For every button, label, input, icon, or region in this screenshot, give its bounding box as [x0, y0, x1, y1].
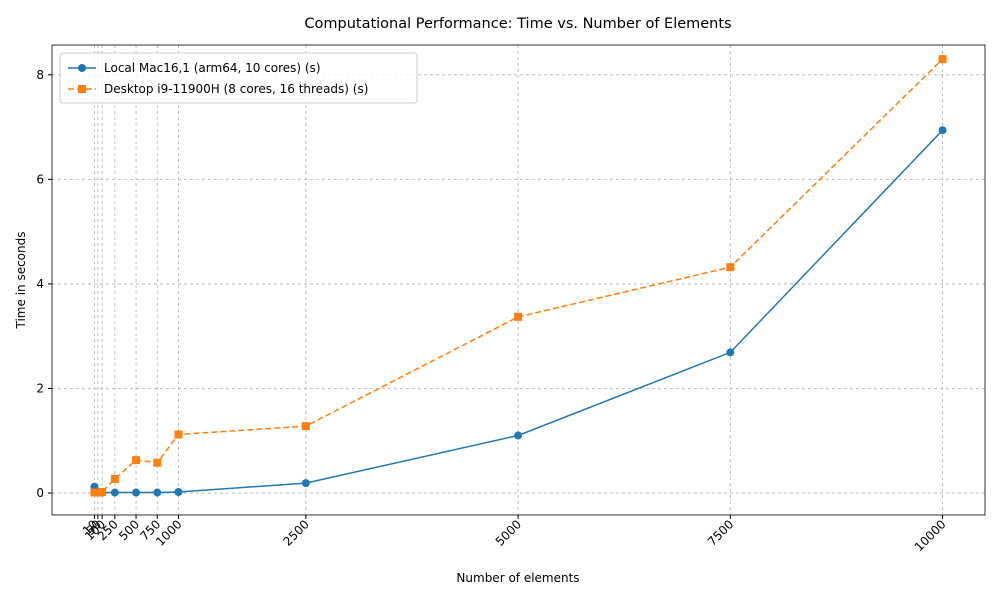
legend-box [59, 52, 418, 104]
point [514, 312, 523, 321]
legend-label: Desktop i9-11900H (8 cores, 16 threads) … [104, 82, 368, 96]
point [132, 488, 141, 497]
y-tick-label: 0 [36, 486, 44, 500]
y-tick-label: 8 [36, 68, 44, 82]
point [938, 126, 947, 135]
y-tick-label: 6 [36, 172, 44, 186]
legend-label: Local Mac16,1 (arm64, 10 cores) (s) [104, 61, 321, 75]
legend: Local Mac16,1 (arm64, 10 cores) (s) Deskt… [59, 52, 418, 104]
point [301, 422, 310, 431]
point [110, 474, 119, 483]
legend-marker [78, 64, 86, 72]
x-axis-label: Number of elements [456, 571, 579, 585]
y-axis-label: Time in seconds [14, 232, 28, 330]
point [726, 348, 735, 357]
legend-marker [78, 85, 86, 93]
point [301, 479, 310, 488]
point [938, 55, 947, 64]
y-tick-label: 2 [36, 381, 44, 395]
point [153, 458, 162, 467]
point [153, 488, 162, 497]
point [174, 487, 183, 496]
point [93, 488, 102, 497]
point [514, 431, 523, 440]
point [726, 263, 735, 272]
point [132, 456, 141, 465]
point [174, 430, 183, 439]
chart-title: Computational Performance: Time vs. Numb… [304, 16, 731, 32]
plot-frame [51, 44, 986, 516]
point [98, 487, 107, 496]
y-tick-label: 4 [36, 277, 44, 291]
point [110, 488, 119, 497]
